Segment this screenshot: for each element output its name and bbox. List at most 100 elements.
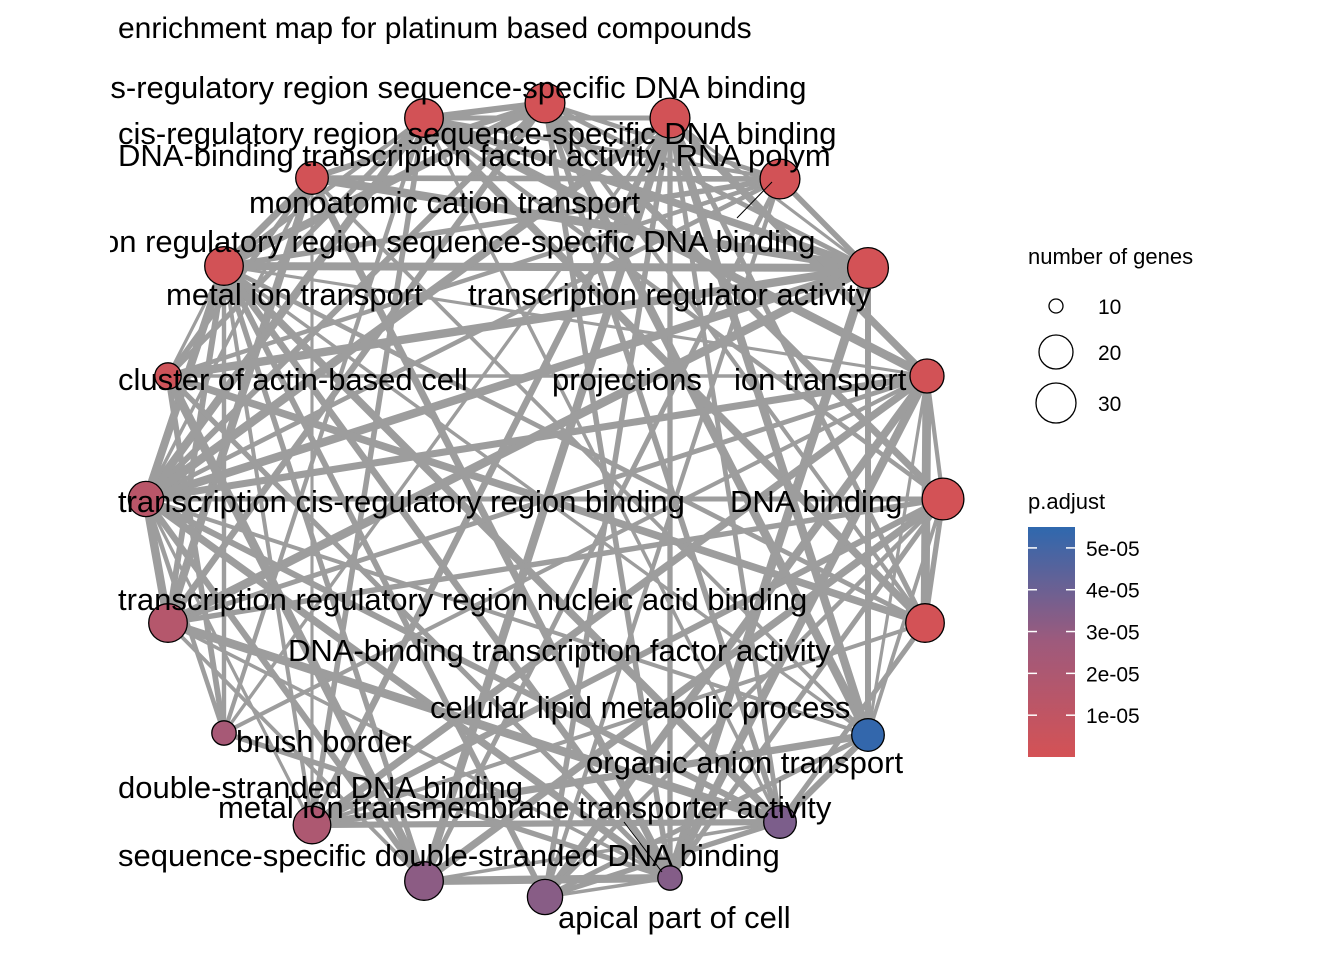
- network-edge: [422, 820, 782, 883]
- network-edge: [308, 818, 784, 829]
- network-edge: [165, 176, 783, 379]
- size-legend: number of genes 10 20 30: [1028, 244, 1193, 424]
- network-edge: [141, 113, 675, 504]
- node-label: cellular lipid metabolic process: [430, 690, 850, 725]
- plot-title: enrichment map for platinum based compou…: [118, 12, 752, 45]
- network-edge: [166, 621, 426, 883]
- node-label: cluster of actin-based cell: [118, 362, 468, 397]
- network-node-n14: [905, 603, 945, 643]
- color-legend-title: p.adjust: [1028, 489, 1105, 514]
- network-edge: [866, 497, 945, 737]
- network-edge: [222, 264, 314, 827]
- size-legend-label: 30: [1098, 393, 1121, 416]
- size-legend-circle-small: [1048, 298, 1064, 314]
- network-edge: [142, 495, 674, 882]
- network-edge: [142, 372, 931, 503]
- network-node-n20: [404, 861, 444, 901]
- network-node-n15: [851, 718, 885, 752]
- network-edge: [144, 497, 314, 827]
- network-edge: [221, 263, 928, 626]
- network-edge: [420, 495, 947, 885]
- node-label: projections: [552, 362, 702, 397]
- node-label: on regulatory region sequence-specific D…: [102, 224, 815, 259]
- network-edge: [163, 618, 785, 827]
- network-edge: [165, 373, 673, 881]
- network-edge: [541, 372, 931, 901]
- network-edge: [220, 262, 784, 826]
- size-legend-circle-medium: [1038, 334, 1074, 370]
- network-edge: [542, 819, 783, 900]
- size-legend-title: number of genes: [1028, 244, 1193, 269]
- network-edge: [221, 263, 548, 900]
- node-label: transcription regulatory region nucleic …: [118, 582, 807, 617]
- color-legend-ticks: 5e-05 4e-05 3e-05 2e-05 1e-05: [1028, 538, 1140, 728]
- network-node-n6: [649, 97, 691, 139]
- network-edge: [777, 620, 928, 825]
- network-edge: [163, 263, 873, 381]
- leader-line: [623, 821, 663, 873]
- network-edge: [221, 373, 930, 736]
- network-node-n21: [526, 878, 564, 916]
- node-label: organic anion transport: [586, 745, 903, 780]
- network-edge: [163, 371, 429, 886]
- node-label: cis-regulatory region sequence-specific …: [118, 116, 837, 151]
- node-label: brush border: [236, 724, 412, 759]
- network-edge: [542, 100, 928, 626]
- network-edge: [542, 732, 871, 900]
- network-node-n10: [909, 358, 945, 394]
- network-edge: [421, 115, 946, 502]
- network-edge: [144, 176, 314, 501]
- network-nodes: [127, 82, 965, 916]
- network-edge: [166, 621, 672, 880]
- network-edge: [309, 175, 783, 182]
- network-edge: [308, 114, 674, 829]
- network-edge: [776, 731, 872, 826]
- network-node-n18: [292, 805, 332, 845]
- color-legend-tick-label: 2e-05: [1086, 663, 1140, 686]
- network-edge: [221, 176, 783, 269]
- leader-line: [736, 181, 773, 219]
- network-node-n2: [404, 98, 444, 138]
- network-edge: [308, 731, 872, 829]
- network-node-n11: [127, 480, 165, 518]
- node-label: transcription regulator activity: [468, 277, 872, 312]
- network-edge: [141, 494, 173, 628]
- network-edge: [666, 114, 931, 380]
- color-legend: p.adjust 5e-05 4e-05 3e-05 2e-05 1e-05: [1028, 489, 1140, 757]
- network-edge: [222, 264, 929, 378]
- network-edge: [542, 115, 673, 900]
- node-label: double-stranded DNA binding: [118, 770, 523, 805]
- network-edge: [866, 374, 929, 737]
- network-edge: [667, 496, 946, 881]
- node-label: ion transport: [734, 362, 907, 397]
- color-legend-tick-label: 1e-05: [1086, 705, 1140, 728]
- network-node-n1: [524, 82, 566, 124]
- network-edge: [220, 262, 872, 272]
- node-label: metal ion transport: [166, 277, 423, 312]
- node-label: monoatomic cation transport: [249, 185, 641, 220]
- network-edge: [667, 115, 928, 626]
- color-legend-tick-label: 4e-05: [1086, 580, 1140, 603]
- size-legend-circle-large: [1035, 382, 1077, 424]
- network-node-n3: [759, 158, 801, 200]
- node-labels: cis-regulatory region sequence-specific …: [102, 70, 907, 935]
- network-edge: [541, 99, 947, 503]
- network-edge: [141, 263, 873, 504]
- network-node-n12: [921, 477, 965, 521]
- network-edge: [307, 173, 873, 273]
- node-label: metal ion transmembrane transporter acti…: [218, 790, 832, 825]
- network-edge: [665, 371, 932, 883]
- network-edge: [220, 174, 316, 270]
- network-edge: [308, 495, 947, 829]
- node-label: DNA binding: [730, 484, 902, 519]
- network-node-n9: [154, 362, 182, 390]
- size-legend-label: 20: [1098, 342, 1121, 365]
- network-node-n13: [148, 603, 188, 643]
- network-edge: [542, 496, 946, 900]
- network-node-n4: [295, 161, 329, 195]
- network-node-n19: [657, 865, 683, 891]
- network-edge: [165, 496, 946, 626]
- color-legend-bar: [1028, 527, 1075, 757]
- color-legend-tick-label: 3e-05: [1086, 622, 1140, 645]
